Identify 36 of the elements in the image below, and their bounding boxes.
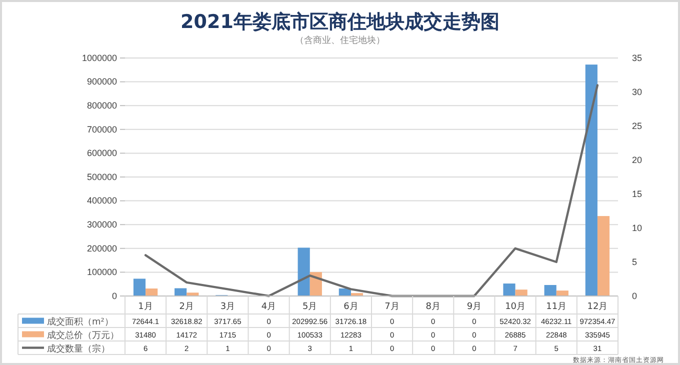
x-tick-label: 11月: [546, 302, 567, 312]
x-tick-label: 2月: [179, 302, 194, 312]
y-tick-label: 100000: [86, 267, 117, 278]
x-tick-label: 8月: [426, 302, 440, 312]
chart-title: 2021年娄底市区商住地块成交走势图: [180, 11, 500, 33]
y2-tick-label: 30: [632, 86, 642, 97]
x-tick-label: 12月: [587, 302, 608, 312]
x-tick-label: 5月: [302, 302, 318, 312]
legend-label: 成交面积（m²）: [47, 316, 114, 328]
y-tick-label: 1000000: [82, 52, 117, 63]
y2-tick-label: 0: [632, 290, 638, 301]
y-tick-label: 600000: [86, 148, 117, 158]
y-tick-label: 800000: [86, 100, 117, 110]
x-tick-label: 3月: [220, 302, 236, 312]
chart-subtitle: （含商业、住宅地块）: [295, 35, 385, 46]
x-tick-label: 4月: [261, 302, 276, 312]
x-tick-label: 1月: [138, 302, 153, 312]
y-tick-label: 300000: [86, 219, 117, 230]
y-tick-label: 400000: [86, 196, 117, 206]
y2-tick-label: 15: [632, 188, 642, 199]
y-tick-label: 700000: [86, 124, 117, 134]
y2-tick-label: 20: [632, 154, 642, 165]
y-tick-label: 0: [112, 290, 117, 301]
y-tick-label: 200000: [86, 243, 117, 254]
x-tick-label: 9月: [466, 302, 482, 312]
y-tick-label: 900000: [86, 76, 117, 87]
legend-label: 成交总价（万元）: [47, 330, 119, 341]
y2-tick-label: 25: [632, 120, 642, 131]
legend-label: 成交数量（宗）: [47, 343, 110, 354]
y2-tick-label: 10: [632, 222, 642, 233]
x-tick-label: 6月: [344, 302, 358, 312]
x-tick-label: 10月: [505, 302, 526, 312]
y2-tick-label: 5: [632, 256, 638, 267]
y-tick-label: 500000: [86, 172, 117, 182]
y2-tick-label: 35: [632, 52, 642, 63]
x-tick-label: 7月: [384, 302, 400, 312]
